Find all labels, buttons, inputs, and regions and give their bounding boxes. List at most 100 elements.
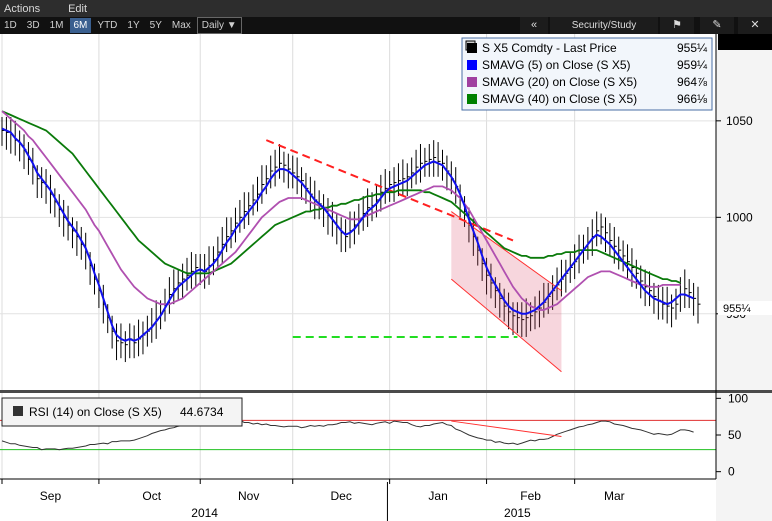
- trend-channel-fill: [451, 211, 562, 372]
- price-legend: S X5 Comdty - Last Price 955¼ SMAVG (5) on…: [461, 37, 713, 111]
- close-button[interactable]: ✕: [738, 17, 772, 34]
- price-bar: [182, 263, 186, 299]
- rsi-tag: [718, 34, 772, 50]
- price-bar: [36, 165, 40, 199]
- frequency-select[interactable]: Daily ▼: [196, 17, 242, 34]
- flag-button[interactable]: ⚑: [660, 17, 694, 34]
- price-bar: [486, 257, 490, 295]
- price-bar: [516, 302, 520, 334]
- price-bar: [120, 323, 124, 359]
- price-bar: [177, 269, 181, 301]
- price-bar: [494, 277, 498, 309]
- month-label: Nov: [238, 489, 259, 503]
- right-axis-area: [716, 34, 772, 521]
- last-price-tag-text: 955¼: [723, 303, 751, 315]
- price-bar: [270, 155, 274, 189]
- legend-label: SMAVG (40) on Close (S X5): [482, 92, 637, 106]
- price-bar: [521, 302, 525, 337]
- price-bar: [243, 192, 247, 229]
- price-bar: [684, 269, 688, 309]
- price-bar: [415, 149, 419, 185]
- trend-channel-lower: [450, 278, 562, 373]
- price-bar: [525, 298, 529, 337]
- month-label: Mar: [604, 489, 625, 503]
- price-bar: [340, 217, 344, 253]
- price-bar: [389, 171, 393, 202]
- sma5-line: [1, 127, 695, 342]
- price-bar: [609, 223, 613, 256]
- legend-swatch: [467, 94, 477, 104]
- price-bar: [600, 213, 604, 245]
- price-bar: [424, 147, 428, 177]
- price-bar: [644, 269, 648, 307]
- price-bar: [433, 140, 437, 177]
- sma40-line: [1, 110, 681, 284]
- rsi-axis-label: 0: [728, 465, 735, 479]
- price-bar: [168, 277, 172, 314]
- range-max-button[interactable]: Max: [171, 20, 191, 31]
- price-bar: [76, 221, 80, 256]
- price-bar: [230, 217, 234, 249]
- price-bar: [292, 155, 296, 189]
- month-label: Jan: [428, 489, 447, 503]
- range-1m-button[interactable]: 1M: [49, 20, 64, 31]
- price-bar: [190, 252, 194, 289]
- price-bar: [565, 259, 569, 293]
- legend-swatch: [467, 60, 477, 70]
- price-bar: [217, 236, 221, 270]
- price-bar: [367, 188, 371, 227]
- range-1y-button[interactable]: 1Y: [127, 20, 140, 31]
- close-icon: ✕: [750, 19, 760, 31]
- price-bar: [490, 263, 494, 299]
- year-label: 2015: [504, 506, 531, 520]
- price-bar: [693, 282, 697, 316]
- security-study-label: Security/Study: [571, 20, 637, 31]
- last-price-tag: [718, 301, 772, 316]
- price-bar: [508, 292, 512, 330]
- price-bar: [675, 288, 679, 320]
- price-bar: [5, 116, 9, 150]
- range-5y-button[interactable]: 5Y: [149, 20, 162, 31]
- security-study-button[interactable]: Security/Study: [550, 17, 658, 34]
- price-bar: [618, 236, 622, 270]
- price-bar: [512, 302, 516, 336]
- rsi-axis-label: 100: [728, 391, 748, 405]
- price-bar: [133, 325, 137, 359]
- collapse-icon: «: [530, 19, 538, 31]
- rsi-line: [1, 419, 694, 451]
- rsi-legend-label: RSI (14) on Close (S X5): [29, 405, 162, 419]
- range-6m-button[interactable]: 6M: [69, 18, 92, 33]
- actions-menu[interactable]: Actions: [4, 2, 41, 15]
- price-bar: [640, 265, 644, 299]
- collapse-button[interactable]: «: [520, 17, 548, 34]
- price-bar: [226, 217, 230, 253]
- price-bar: [499, 282, 503, 318]
- range-1d-button[interactable]: 1D: [4, 20, 17, 31]
- trend-channel-upper: [451, 211, 562, 292]
- price-bar: [604, 217, 608, 253]
- month-label: Feb: [520, 489, 541, 503]
- price-bar: [428, 143, 432, 177]
- price-bar: [345, 219, 349, 253]
- panel-separator: [0, 390, 772, 393]
- range-ytd-button[interactable]: YTD: [97, 20, 118, 31]
- legend-swatch: [467, 77, 477, 87]
- month-label: Dec: [331, 489, 352, 503]
- price-chart: 10501000950100500SepOctNovDecJanFebMar20…: [0, 34, 772, 521]
- edit-button[interactable]: ✎: [700, 17, 734, 34]
- price-bar: [697, 286, 701, 324]
- price-bar: [419, 143, 423, 183]
- price-bar: [261, 165, 265, 204]
- price-bar: [186, 257, 190, 291]
- price-bar: [173, 269, 177, 305]
- edit-menu[interactable]: Edit: [68, 2, 88, 15]
- legend-label: SMAVG (5) on Close (S X5): [482, 58, 631, 72]
- legend-value: 966⅛: [677, 92, 708, 106]
- rsi-tag-text: 44.6734: [722, 34, 762, 37]
- menu-bar: Actions Edit: [0, 0, 772, 17]
- resistance-line: [265, 139, 514, 242]
- price-bar: [671, 294, 675, 328]
- range-3d-button[interactable]: 3D: [26, 20, 40, 31]
- price-bar: [116, 323, 120, 361]
- price-bar: [234, 207, 238, 243]
